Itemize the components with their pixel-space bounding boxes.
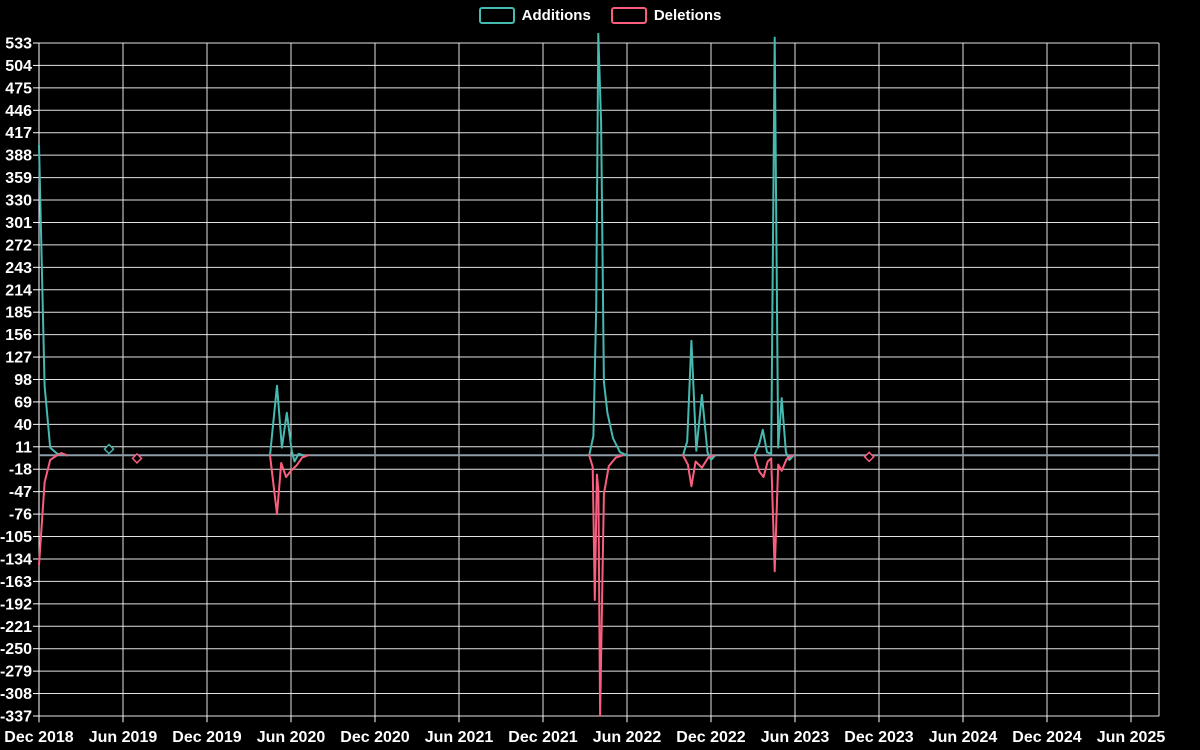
y-axis-label: 417: [5, 125, 32, 142]
x-axis-label: Dec 2019: [172, 729, 241, 746]
y-axis-label: 98: [14, 372, 32, 389]
y-axis-label: 214: [5, 282, 32, 299]
y-axis-label: 185: [5, 305, 32, 322]
deletions-legend-label: Deletions: [653, 7, 722, 24]
y-axis-label: 504: [5, 58, 32, 75]
deletions-diamond-marker: [131, 452, 143, 464]
additions-swatch-icon: [478, 7, 515, 24]
deletions-line-segment: [38, 452, 68, 567]
y-axis-label: -18: [9, 462, 32, 479]
deletions-line-segment: [269, 454, 309, 516]
deletions-line-segment: [682, 454, 715, 488]
x-axis-label: Dec 2021: [508, 729, 577, 746]
x-axis-label: Dec 2024: [1012, 729, 1081, 746]
y-axis-label: 11: [15, 439, 32, 456]
additions-line-segment: [588, 33, 628, 457]
y-axis-label: -105: [0, 529, 32, 546]
x-axis-label: Jun 2025: [1097, 729, 1166, 746]
y-axis-label: -76: [9, 507, 32, 524]
deletions-diamond-marker: [863, 451, 875, 463]
y-axis-label: 359: [5, 170, 32, 187]
y-axis-label: -163: [0, 574, 32, 591]
legend-item-deletions[interactable]: Deletions: [610, 7, 722, 24]
y-axis-label: 301: [5, 215, 32, 232]
y-axis-label: -192: [0, 596, 32, 613]
additions-legend-label: Additions: [521, 7, 591, 24]
y-axis-label: -221: [0, 619, 32, 636]
additions-line-segment: [38, 144, 68, 457]
y-axis-label: 533: [5, 35, 32, 52]
x-axis-label: Dec 2022: [676, 729, 745, 746]
y-axis-label: 330: [5, 193, 32, 210]
x-axis-label: Dec 2023: [844, 729, 913, 746]
x-axis-label: Jun 2024: [929, 729, 998, 746]
y-axis-label: -47: [9, 484, 32, 501]
additions-line-segment: [682, 339, 717, 461]
x-axis-label: Jun 2023: [761, 729, 830, 746]
y-axis-label: 388: [5, 148, 32, 165]
y-axis-label: 69: [14, 394, 32, 411]
y-axis-label: -337: [0, 708, 32, 725]
y-axis-label: 156: [5, 327, 32, 344]
x-axis-label: Dec 2020: [340, 729, 409, 746]
y-axis-label: 475: [5, 80, 32, 97]
y-axis-label: -134: [0, 551, 32, 568]
additions-diamond-marker: [103, 443, 115, 455]
y-axis-label: 127: [5, 350, 32, 367]
chart-legend: Additions Deletions: [0, 7, 1200, 24]
x-axis-label: Jun 2021: [425, 729, 494, 746]
y-axis-label: 243: [5, 260, 32, 277]
y-axis-label: 272: [5, 237, 32, 254]
additions-line-segment: [753, 36, 795, 461]
deletions-swatch-icon: [610, 7, 647, 24]
deletions-line-segment: [753, 454, 794, 573]
x-axis-label: Dec 2018: [4, 729, 73, 746]
x-axis-label: Jun 2022: [593, 729, 662, 746]
y-axis-label: 40: [14, 417, 32, 434]
legend-item-additions[interactable]: Additions: [478, 7, 591, 24]
y-axis-label: -308: [0, 686, 32, 703]
y-axis-label: -279: [0, 664, 32, 681]
y-axis-label: -250: [0, 641, 32, 658]
deletions-line-segment: [588, 454, 624, 717]
x-axis-label: Jun 2019: [89, 729, 158, 746]
additions-line-segment: [269, 384, 305, 463]
y-axis-label: 446: [5, 103, 32, 120]
x-axis-label: Jun 2020: [257, 729, 326, 746]
